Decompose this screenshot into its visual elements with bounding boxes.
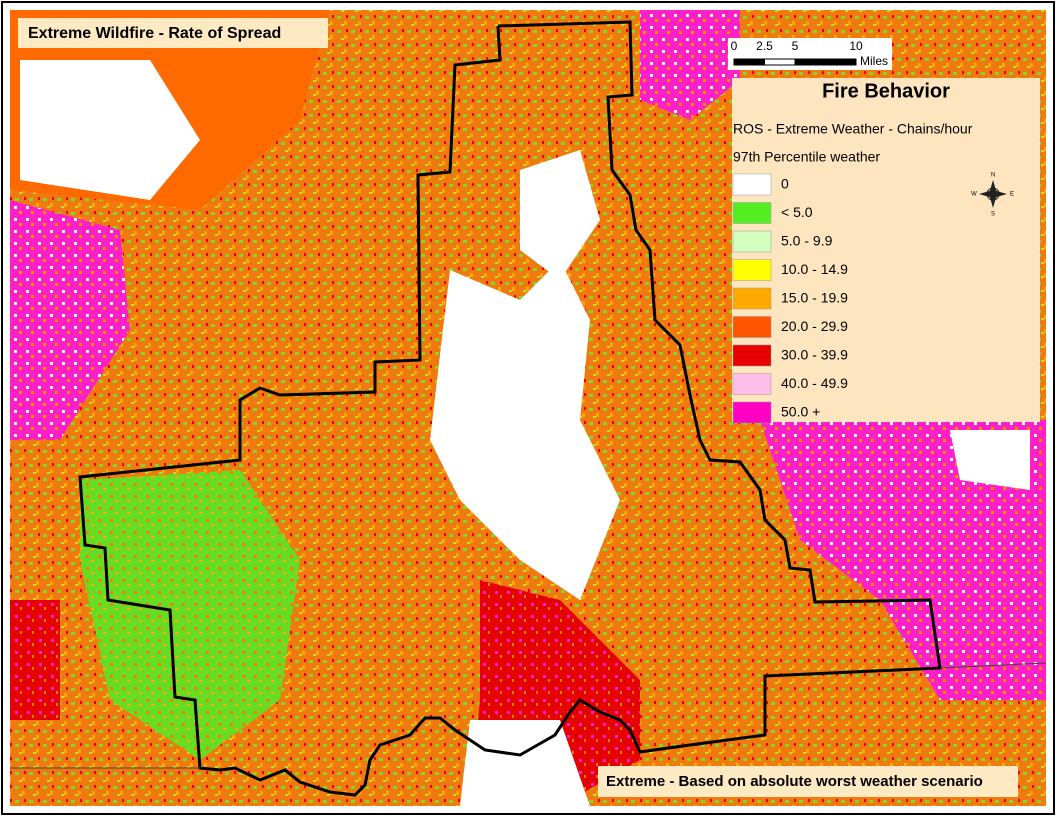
legend-label: 5.0 - 9.9 (781, 233, 833, 249)
legend-swatch (732, 344, 772, 367)
legend-label: 0 (781, 176, 789, 192)
legend-label: 40.0 - 49.9 (781, 375, 848, 391)
compass-w: W (971, 192, 977, 198)
legend-note: 97th Percentile weather (733, 149, 880, 165)
scale-unit: Miles (860, 54, 888, 68)
legend-label: 30.0 - 39.9 (781, 347, 848, 363)
compass-s: S (991, 212, 995, 218)
scale-segment (764, 58, 796, 66)
scale-segment (794, 58, 857, 66)
legend-swatch (732, 401, 772, 424)
legend-subtitle: ROS - Extreme Weather - Chains/hour (733, 121, 973, 137)
footer-note: Extreme - Based on absolute worst weathe… (606, 773, 983, 790)
legend-swatch (732, 230, 772, 253)
compass-n: N (991, 173, 995, 179)
scale-tick-label: 0 (731, 39, 738, 53)
footer-box (598, 766, 1018, 797)
legend-label: < 5.0 (781, 204, 813, 220)
legend-swatch (732, 287, 772, 310)
compass: N S E W (971, 173, 1014, 218)
legend-label: 20.0 - 29.9 (781, 318, 848, 334)
scale-tick-label: 2.5 (756, 39, 773, 53)
study-boundary (78, 20, 942, 797)
legend-swatch (732, 202, 772, 224)
scale-tick-label: 5 (792, 39, 799, 53)
legend-panel (732, 78, 1040, 422)
legend-label: 50.0 + (781, 404, 820, 420)
legend-swatch (732, 373, 772, 395)
legend-label: 10.0 - 14.9 (781, 261, 848, 277)
legend-swatch (732, 173, 772, 196)
title-box (18, 18, 328, 48)
legend-label: 15.0 - 19.9 (781, 290, 848, 306)
scale-segment (733, 58, 765, 66)
legend-swatch (732, 316, 772, 338)
scale-tick-label: 10 (849, 39, 863, 53)
legend-title: Fire Behavior (822, 80, 950, 102)
legend-swatch (732, 259, 772, 281)
legend-items: 0 < 5.0 5.0 - 9.9 10.0 - 14.9 15.0 - 19.9 20.… (732, 173, 848, 424)
compass-e: E (1010, 192, 1014, 198)
map-title: Extreme Wildfire - Rate of Spread (28, 25, 281, 42)
